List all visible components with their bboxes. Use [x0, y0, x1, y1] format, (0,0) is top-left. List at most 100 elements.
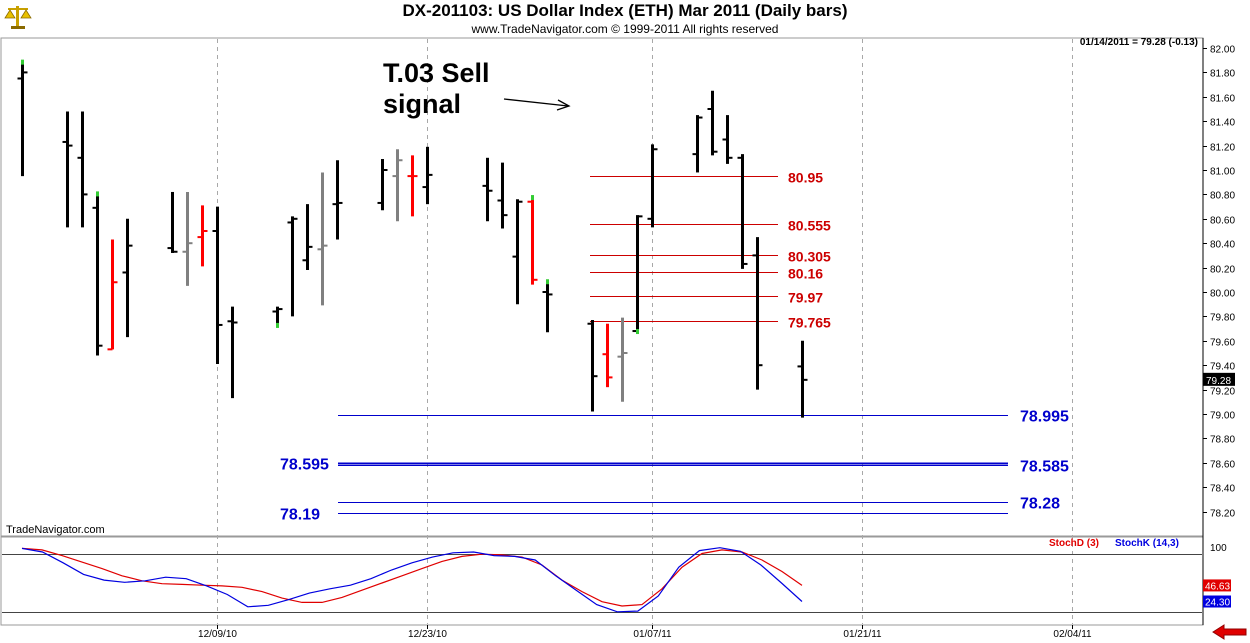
ohlc-bar [392, 149, 403, 222]
level-label: 80.16 [788, 266, 823, 282]
ohlc-bar [722, 115, 733, 164]
ohlc-bar [647, 144, 658, 228]
red-left-arrow-icon[interactable] [1212, 624, 1248, 640]
ohlc-bar [197, 205, 208, 267]
annotation-line-2: signal [383, 89, 462, 119]
x-tick-label: 02/04/11 [1053, 629, 1092, 640]
ohlc-bar [122, 218, 133, 338]
ohlc-bar [602, 323, 613, 388]
level-label: 78.595 [280, 457, 329, 474]
stoch-panel-frame [0, 536, 1204, 626]
y-tick-label: 80.60 [1210, 216, 1235, 227]
x-tick-label: 01/21/11 [843, 629, 882, 640]
y-tick-label: 81.80 [1210, 69, 1235, 80]
ohlc-bar [107, 239, 118, 351]
level-label: 80.555 [788, 218, 831, 234]
ohlc-bar [692, 115, 703, 173]
ohlc-bar [587, 320, 598, 412]
stoch-d-value-box [1203, 579, 1231, 592]
stoch-tick-label: 100 [1210, 543, 1227, 554]
level-label: 79.765 [788, 315, 831, 331]
ohlc-bar [17, 59, 28, 177]
stoch-d-value-label: 46.63 [1205, 581, 1230, 592]
level-label: 78.585 [1020, 459, 1069, 476]
ohlc-bar [617, 317, 628, 402]
ohlc-bar [707, 90, 718, 156]
ohlc-bar [212, 206, 223, 364]
y-tick-label: 78.60 [1210, 460, 1235, 471]
x-tick-label: 01/07/11 [633, 629, 672, 640]
stoch-reference-lines: 100 [2, 543, 1227, 613]
stoch-k-legend: StochK (14,3) [1115, 538, 1179, 549]
ohlc-bar [302, 204, 313, 271]
level-label: 80.305 [788, 249, 831, 265]
y-tick-label: 78.80 [1210, 435, 1235, 446]
ohlc-bar [482, 157, 493, 222]
ohlc-bar [497, 162, 508, 229]
ohlc-bar [332, 160, 343, 240]
y-tick-label: 81.00 [1210, 167, 1235, 178]
pivot-marker [636, 329, 639, 335]
x-tick-label: 12/23/10 [408, 629, 447, 640]
price-axis: 78.20 78.40 78.60 78.80 79.00 79.20 79.40 79.60… [1203, 45, 1235, 520]
ohlc-bar [632, 215, 643, 335]
ohlc-bar [512, 199, 523, 305]
stoch-d-line [21, 547, 803, 607]
current-price-box [1203, 372, 1235, 386]
annotation-arrow [503, 98, 571, 111]
pivot-marker [546, 279, 549, 285]
annotation-line-1: T.03 Sell [383, 58, 490, 88]
stoch-k-value-label: 24.30 [1205, 598, 1230, 609]
ohlc-bar [407, 155, 418, 217]
y-tick-label: 78.40 [1210, 484, 1235, 495]
watermark-label: TradeNavigator.com [6, 524, 105, 536]
chart-title: DX-201103: US Dollar Index (ETH) Mar 201… [402, 1, 848, 20]
pivot-marker [531, 195, 534, 201]
current-price-label: 79.28 [1206, 376, 1231, 387]
scales-icon[interactable] [2, 2, 34, 32]
x-tick-label: 12/09/10 [198, 629, 237, 640]
level-label: 78.28 [1020, 496, 1060, 513]
ohlc-bar [167, 191, 178, 253]
ohlc-bars [17, 59, 808, 418]
y-tick-label: 81.60 [1210, 94, 1235, 105]
level-label: 78.19 [280, 507, 320, 524]
y-tick-label: 80.80 [1210, 191, 1235, 202]
ohlc-bar [272, 306, 283, 328]
ohlc-bar [62, 111, 73, 228]
ohlc-bar [287, 216, 298, 317]
y-tick-label: 80.20 [1210, 265, 1235, 276]
ohlc-bar [752, 237, 763, 390]
ohlc-bar [737, 154, 748, 269]
level-label: 80.95 [788, 170, 823, 186]
ohlc-bar [227, 306, 238, 399]
y-tick-label: 81.20 [1210, 143, 1235, 154]
ohlc-bar [182, 191, 193, 286]
ohlc-bar [797, 340, 808, 418]
stochastic-lines: 46.63 24.30 [21, 547, 1231, 613]
y-tick-label: 79.20 [1210, 387, 1235, 398]
y-tick-label: 79.00 [1210, 411, 1235, 422]
date-axis: 12/09/10 12/23/10 01/07/11 01/21/11 02/04/11 [198, 625, 1092, 640]
ohlc-bar [542, 279, 553, 333]
level-label: 78.995 [1020, 409, 1069, 426]
stoch-k-value-box [1203, 595, 1231, 608]
stoch-k-line [21, 547, 803, 613]
pivot-marker [21, 59, 24, 65]
vertical-gridlines [217, 39, 1073, 624]
ohlc-bar [77, 111, 88, 228]
ohlc-bar [377, 159, 388, 211]
ohlc-bar [317, 172, 328, 306]
last-value-readout: 01/14/2011 = 79.28 (-0.13) [1079, 37, 1198, 48]
pivot-marker [96, 191, 99, 197]
sell-signal-annotation: T.03 Sell signal [383, 58, 490, 120]
stoch-d-legend: StochD (3) [1049, 538, 1099, 549]
level-label: 79.97 [788, 290, 823, 306]
pivot-marker [276, 322, 279, 328]
y-tick-label: 81.40 [1210, 118, 1235, 129]
y-tick-label: 80.00 [1210, 289, 1235, 300]
y-tick-label: 79.40 [1210, 362, 1235, 373]
ohlc-bar [92, 191, 103, 356]
